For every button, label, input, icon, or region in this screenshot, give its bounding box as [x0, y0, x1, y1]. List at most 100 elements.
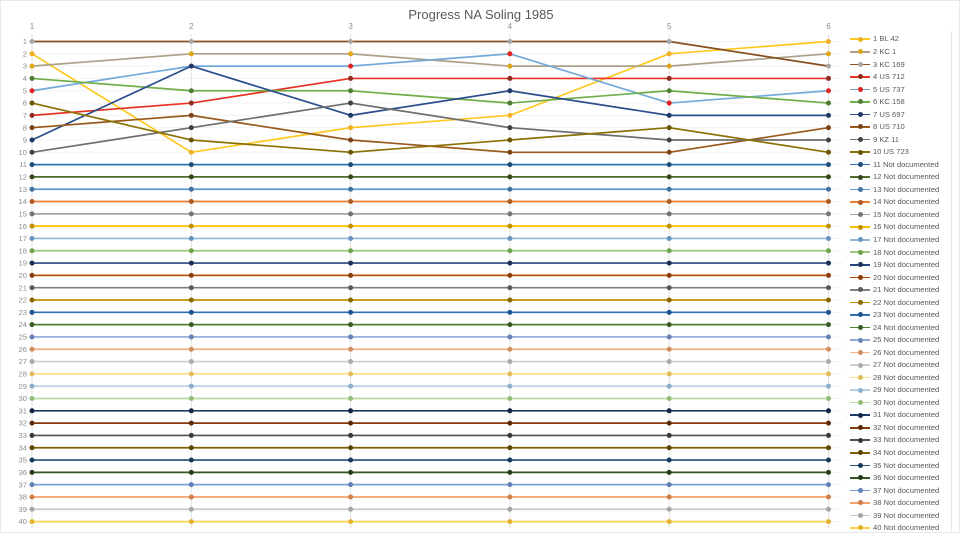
series-marker-39-not-documented — [507, 506, 513, 512]
series-marker-33-not-documented — [826, 432, 831, 438]
legend-item-1-bl-42[interactable]: 1 BL 42 — [850, 33, 954, 46]
legend-label: 17 Not documented — [873, 234, 940, 244]
legend-item-10-us-723[interactable]: 10 US 723 — [850, 146, 954, 159]
series-line-6-kc-158 — [31, 77, 829, 104]
series-marker-29-not-documented — [826, 383, 831, 389]
y-tick-label: 8 — [23, 123, 27, 132]
legend-item-22-not-documented[interactable]: 22 Not documented — [850, 296, 954, 309]
legend-series-swatch-icon — [850, 486, 870, 495]
y-tick-label: 4 — [23, 74, 27, 83]
series-marker-3-kc-169 — [29, 39, 35, 44]
series-marker-9-kz-11 — [507, 125, 513, 131]
legend-series-swatch-icon — [850, 348, 870, 357]
series-marker-34-not-documented — [507, 445, 513, 451]
legend-item-9-kz-11[interactable]: 9 KZ 11 — [850, 133, 954, 146]
series-marker-5-us-737 — [826, 88, 831, 94]
legend-item-8-us-710[interactable]: 8 US 710 — [850, 121, 954, 134]
legend-label: 31 Not documented — [873, 410, 940, 420]
legend-series-swatch-icon — [850, 448, 870, 457]
legend-label: 22 Not documented — [873, 297, 940, 307]
legend-item-12-not-documented[interactable]: 12 Not documented — [850, 171, 954, 184]
legend-item-27-not-documented[interactable]: 27 Not documented — [850, 359, 954, 372]
legend-item-16-not-documented[interactable]: 16 Not documented — [850, 221, 954, 234]
legend-item-5-us-737[interactable]: 5 US 737 — [850, 83, 954, 96]
series-marker-22-not-documented — [666, 297, 672, 303]
series-marker-32-not-documented — [507, 420, 513, 426]
legend-item-38-not-documented[interactable]: 38 Not documented — [850, 497, 954, 510]
legend-label: 39 Not documented — [873, 510, 940, 520]
legend-item-20-not-documented[interactable]: 20 Not documented — [850, 271, 954, 284]
series-marker-21-not-documented — [826, 285, 831, 291]
series-marker-2-kc-1 — [666, 63, 672, 69]
legend-item-7-us-697[interactable]: 7 US 697 — [850, 108, 954, 121]
series-marker-8-us-710 — [188, 112, 194, 118]
legend-item-33-not-documented[interactable]: 33 Not documented — [850, 434, 954, 447]
legend-series-swatch-icon — [850, 260, 870, 269]
legend-item-40-not-documented[interactable]: 40 Not documented — [850, 522, 954, 532]
legend-item-34-not-documented[interactable]: 34 Not documented — [850, 447, 954, 460]
legend-item-21-not-documented[interactable]: 21 Not documented — [850, 284, 954, 297]
series-marker-36-not-documented — [348, 469, 354, 475]
legend-item-32-not-documented[interactable]: 32 Not documented — [850, 421, 954, 434]
y-tick-label: 5 — [23, 86, 27, 95]
legend-series-swatch-icon — [850, 97, 870, 106]
series-marker-21-not-documented — [188, 285, 194, 291]
series-marker-31-not-documented — [348, 408, 354, 414]
legend-item-30-not-documented[interactable]: 30 Not documented — [850, 396, 954, 409]
legend-item-26-not-documented[interactable]: 26 Not documented — [850, 346, 954, 359]
y-tick-label: 27 — [19, 357, 27, 366]
series-line-9-kz-11 — [31, 102, 829, 154]
legend-item-39-not-documented[interactable]: 39 Not documented — [850, 509, 954, 522]
legend-item-36-not-documented[interactable]: 36 Not documented — [850, 472, 954, 485]
legend-item-11-not-documented[interactable]: 11 Not documented — [850, 158, 954, 171]
series-marker-39-not-documented — [348, 506, 354, 512]
legend-item-13-not-documented[interactable]: 13 Not documented — [850, 183, 954, 196]
legend-item-2-kc-1[interactable]: 2 KC 1 — [850, 46, 954, 59]
legend-item-24-not-documented[interactable]: 24 Not documented — [850, 321, 954, 334]
series-marker-28-not-documented — [507, 371, 513, 377]
series-marker-1-bl-42 — [507, 112, 513, 118]
legend-item-31-not-documented[interactable]: 31 Not documented — [850, 409, 954, 422]
series-marker-28-not-documented — [826, 371, 831, 377]
series-marker-33-not-documented — [507, 432, 513, 438]
series-marker-17-not-documented — [666, 235, 672, 241]
legend-label: 29 Not documented — [873, 385, 940, 395]
y-tick-label: 2 — [23, 49, 27, 58]
legend-item-35-not-documented[interactable]: 35 Not documented — [850, 459, 954, 472]
legend-series-swatch-icon — [850, 323, 870, 332]
series-marker-11-not-documented — [348, 162, 354, 168]
y-tick-label: 11 — [19, 160, 27, 169]
y-tick-label: 37 — [19, 480, 27, 489]
y-tick-label: 6 — [23, 99, 27, 108]
legend-item-6-kc-158[interactable]: 6 KC 158 — [850, 96, 954, 109]
series-marker-6-kc-158 — [29, 75, 35, 81]
legend-item-19-not-documented[interactable]: 19 Not documented — [850, 259, 954, 272]
series-marker-33-not-documented — [666, 432, 672, 438]
legend-item-18-not-documented[interactable]: 18 Not documented — [850, 246, 954, 259]
series-marker-14-not-documented — [348, 199, 354, 205]
legend-label: 16 Not documented — [873, 222, 940, 232]
legend-item-37-not-documented[interactable]: 37 Not documented — [850, 484, 954, 497]
legend-item-17-not-documented[interactable]: 17 Not documented — [850, 234, 954, 247]
legend-item-4-us-712[interactable]: 4 US 712 — [850, 71, 954, 84]
legend-item-15-not-documented[interactable]: 15 Not documented — [850, 208, 954, 221]
y-tick-label: 34 — [19, 443, 27, 452]
legend-item-3-kc-169[interactable]: 3 KC 169 — [850, 58, 954, 71]
legend-item-28-not-documented[interactable]: 28 Not documented — [850, 371, 954, 384]
series-marker-18-not-documented — [666, 248, 672, 254]
series-marker-19-not-documented — [29, 260, 35, 266]
legend-label: 38 Not documented — [873, 498, 940, 508]
legend-label: 27 Not documented — [873, 360, 940, 370]
series-marker-32-not-documented — [29, 420, 35, 426]
legend-item-29-not-documented[interactable]: 29 Not documented — [850, 384, 954, 397]
series-marker-6-kc-158 — [826, 100, 831, 106]
series-marker-24-not-documented — [507, 322, 513, 328]
legend-item-23-not-documented[interactable]: 23 Not documented — [850, 309, 954, 322]
legend-item-25-not-documented[interactable]: 25 Not documented — [850, 334, 954, 347]
legend-item-14-not-documented[interactable]: 14 Not documented — [850, 196, 954, 209]
legend-label: 34 Not documented — [873, 448, 940, 457]
y-tick-label: 13 — [19, 185, 27, 194]
y-tick-label: 31 — [19, 406, 27, 415]
legend-label: 37 Not documented — [873, 485, 940, 495]
series-marker-22-not-documented — [826, 297, 831, 303]
